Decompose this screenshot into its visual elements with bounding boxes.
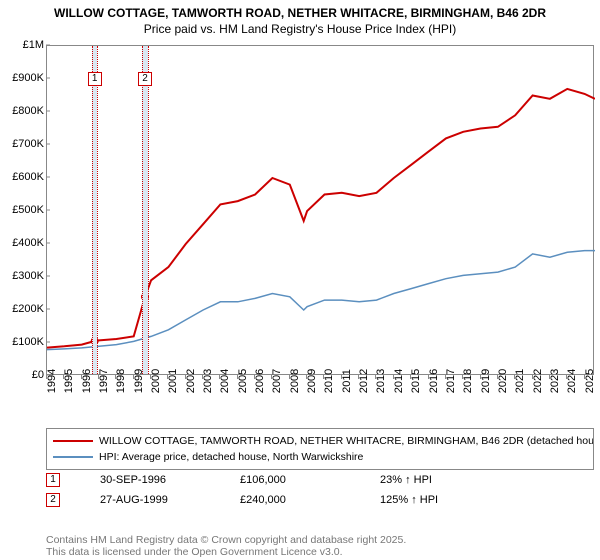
callout-marker: 2 [46, 493, 60, 507]
y-tick-label: £400K [0, 237, 44, 249]
y-tick-label: £300K [0, 270, 44, 282]
y-tick-label: £800K [0, 105, 44, 117]
x-tick-label: 2025 [584, 369, 600, 393]
legend-item: WILLOW COTTAGE, TAMWORTH ROAD, NETHER WH… [53, 433, 587, 449]
y-tick-label: £0 [0, 369, 44, 381]
callout-date: 27-AUG-1999 [100, 494, 240, 506]
footer: Contains HM Land Registry data © Crown c… [46, 534, 406, 558]
y-tick-label: £200K [0, 303, 44, 315]
y-tick-label: £100K [0, 336, 44, 348]
callout-pct: 125% ↑ HPI [380, 494, 520, 506]
callouts: 1 30-SEP-1996 £106,000 23% ↑ HPI 2 27-AU… [46, 470, 594, 510]
chart-area: 12 £0£100K£200K£300K£400K£500K£600K£700K… [0, 40, 600, 420]
y-tick-label: £700K [0, 138, 44, 150]
chart-title-line1: WILLOW COTTAGE, TAMWORTH ROAD, NETHER WH… [0, 0, 600, 20]
callout-pct: 23% ↑ HPI [380, 474, 520, 486]
series-hpi [47, 251, 595, 350]
callout-date: 30-SEP-1996 [100, 474, 240, 486]
chart-title-line2: Price paid vs. HM Land Registry's House … [0, 20, 600, 36]
callout-row: 2 27-AUG-1999 £240,000 125% ↑ HPI [46, 490, 594, 510]
plot-area: 12 [46, 45, 594, 375]
y-tick-label: £600K [0, 171, 44, 183]
callout-row: 1 30-SEP-1996 £106,000 23% ↑ HPI [46, 470, 594, 490]
footer-line: Contains HM Land Registry data © Crown c… [46, 534, 406, 546]
legend: WILLOW COTTAGE, TAMWORTH ROAD, NETHER WH… [46, 428, 594, 470]
series-property [47, 89, 595, 348]
callout-marker: 1 [46, 473, 60, 487]
marker-box: 2 [138, 72, 152, 86]
legend-label: HPI: Average price, detached house, Nort… [99, 451, 363, 463]
footer-line: This data is licensed under the Open Gov… [46, 546, 406, 558]
y-tick-label: £500K [0, 204, 44, 216]
callout-price: £106,000 [240, 474, 380, 486]
legend-label: WILLOW COTTAGE, TAMWORTH ROAD, NETHER WH… [99, 435, 594, 447]
y-tick-label: £900K [0, 72, 44, 84]
marker-box: 1 [88, 72, 102, 86]
legend-item: HPI: Average price, detached house, Nort… [53, 449, 587, 465]
y-tick-label: £1M [0, 39, 44, 51]
callout-price: £240,000 [240, 494, 380, 506]
